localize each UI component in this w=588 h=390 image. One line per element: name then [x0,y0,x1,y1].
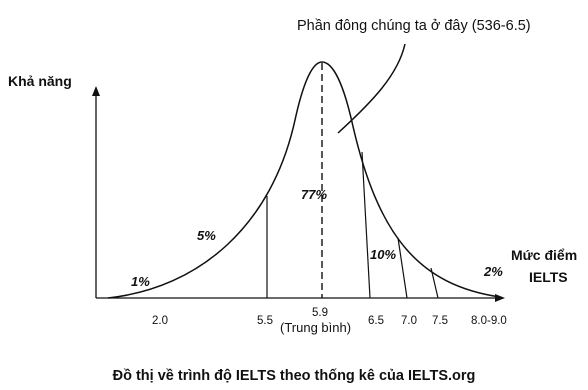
divider-6-5 [361,151,371,299]
y-axis-arrowhead [92,86,100,96]
annotation-arrow [337,43,406,134]
tick-label-6-5: 6.5 [368,315,384,327]
figure-caption: Đồ thị về trình độ IELTS theo thống kê c… [113,368,476,384]
x-axis-label-line2: IELTS [529,269,568,285]
divider-7-5 [430,267,439,299]
x-axis-arrowhead [495,294,505,302]
tick-label-7-5: 7.5 [432,315,448,327]
region-label-77pct: 77% [301,187,327,202]
tick-label-7-0: 7.0 [401,315,417,327]
tick-label-5-9: 5.9 [312,307,328,319]
tick-label-8-0-9-0: 8.0-9.0 [471,315,507,327]
x-axis-label-line1: Mức điểm [511,247,577,263]
y-axis-label: Khả năng [8,73,72,89]
region-label-1pct: 1% [131,274,150,289]
region-label-5pct: 5% [197,228,216,243]
tick-label-2-0: 2.0 [152,315,168,327]
region-label-2pct: 2% [483,264,503,279]
tick-label-mean-note: (Trung bình) [280,320,351,335]
tick-label-5-5: 5.5 [257,315,273,327]
region-label-10pct: 10% [370,247,396,262]
divider-7-0 [397,237,408,299]
bell-curve [107,61,501,299]
annotation-text: Phần đông chúng ta ở đây (536-6.5) [297,18,531,34]
